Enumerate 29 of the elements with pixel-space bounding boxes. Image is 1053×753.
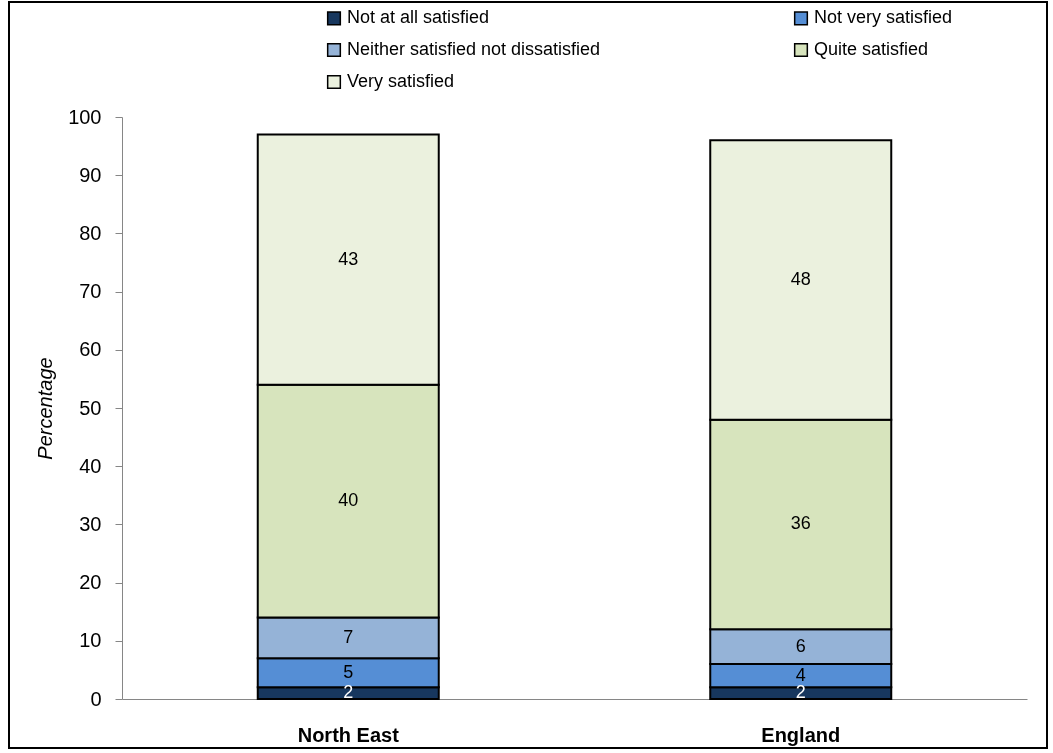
legend-label: Quite satisfied [814,39,929,59]
data-label: 48 [790,268,811,289]
y-tick-label: 50 [79,396,102,419]
x-tick-label: North East [297,723,400,746]
y-tick-label: 100 [68,105,102,128]
y-tick-label: 60 [79,338,102,361]
legend-label: Not at all satisfied [347,7,490,28]
data-label: 2 [343,682,354,703]
y-tick-label: 90 [79,163,102,186]
data-label: 40 [338,490,359,511]
y-tick-label: 80 [79,221,102,244]
y-tick-label: 0 [90,687,102,710]
y-axis-title: Percentage [34,357,57,460]
data-label: 6 [795,635,806,656]
data-label: 4 [795,664,806,685]
data-label: 36 [790,513,811,534]
legend-label: Not very satisfied [814,7,953,28]
y-tick-label: 70 [79,280,102,303]
data-label: 7 [343,626,354,647]
y-tick-label: 30 [79,512,102,535]
y-tick-label: 40 [79,454,102,477]
data-label: 43 [338,248,359,269]
legend-label: Neither satisfied not dissatisfied [347,39,601,59]
x-tick-label: England [761,723,841,746]
legend-label: Very satisfied [347,71,455,91]
y-tick-label: 20 [79,571,102,594]
y-tick-label: 10 [79,629,102,652]
data-label: 5 [343,661,354,682]
data-label: 2 [795,682,806,703]
